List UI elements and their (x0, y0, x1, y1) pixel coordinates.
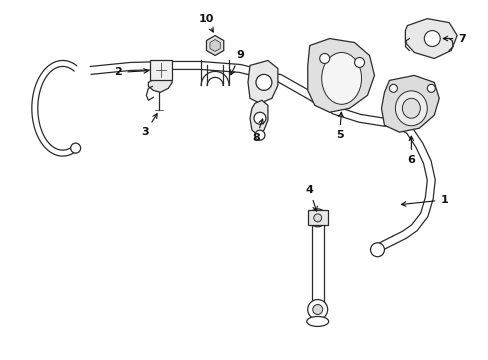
Circle shape (424, 31, 439, 46)
Text: 10: 10 (198, 14, 213, 32)
Circle shape (388, 84, 397, 92)
Ellipse shape (321, 53, 361, 104)
Text: 5: 5 (335, 112, 343, 140)
Text: 8: 8 (252, 119, 263, 143)
Text: 6: 6 (407, 136, 414, 165)
Text: 2: 2 (114, 67, 148, 77)
Circle shape (313, 214, 321, 222)
Polygon shape (405, 19, 456, 58)
Circle shape (307, 300, 327, 319)
Ellipse shape (402, 98, 420, 118)
Polygon shape (381, 75, 438, 132)
Polygon shape (247, 60, 277, 103)
Polygon shape (249, 100, 267, 135)
Circle shape (71, 143, 81, 153)
Ellipse shape (306, 316, 328, 327)
Ellipse shape (395, 91, 427, 126)
Text: 3: 3 (142, 114, 157, 137)
Polygon shape (148, 75, 172, 92)
Polygon shape (206, 36, 224, 55)
Text: 7: 7 (442, 33, 465, 44)
Circle shape (354, 58, 364, 67)
Polygon shape (307, 39, 374, 112)
Polygon shape (209, 40, 220, 51)
Circle shape (312, 305, 322, 315)
Circle shape (427, 84, 434, 92)
Circle shape (308, 209, 326, 227)
Circle shape (254, 130, 264, 140)
Text: 4: 4 (305, 185, 317, 211)
Circle shape (370, 243, 384, 257)
Text: 1: 1 (401, 195, 447, 206)
Circle shape (255, 75, 271, 90)
Text: 9: 9 (230, 50, 244, 75)
Bar (150, 60, 172, 80)
Bar (307, 210, 327, 225)
Circle shape (253, 112, 265, 124)
Circle shape (319, 54, 329, 63)
